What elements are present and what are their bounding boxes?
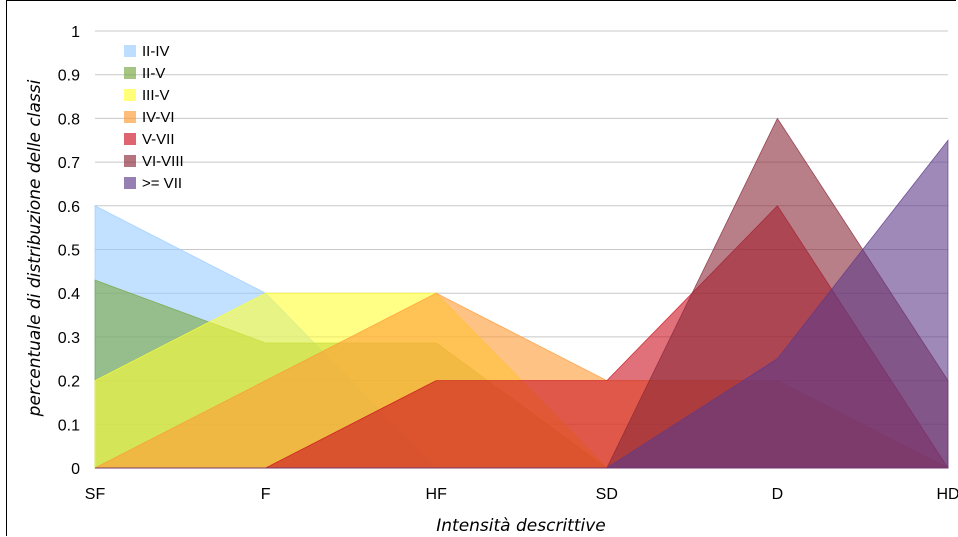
y-tick-label: 0.8 xyxy=(58,111,80,128)
y-tick-label: 0.7 xyxy=(58,155,80,172)
x-tick-label: SD xyxy=(596,486,618,503)
legend-label: VI-VIII xyxy=(142,153,184,170)
chart-frame xyxy=(6,0,956,536)
legend-label: III-V xyxy=(142,87,170,104)
y-tick-label: 0.2 xyxy=(58,374,80,391)
x-axis-title: Intensità descrittive xyxy=(436,516,606,536)
legend-label: II-IV xyxy=(142,43,170,60)
y-axis-ticks: 0 0.1 0.2 0.3 0.4 0.5 0.6 0.7 0.8 0.9 1 xyxy=(58,24,80,478)
series-areas xyxy=(94,117,949,469)
x-tick-label: HF xyxy=(426,486,448,503)
y-tick-label: 0.5 xyxy=(58,243,80,260)
y-tick-label: 0.6 xyxy=(58,199,80,216)
legend-swatch xyxy=(124,45,136,57)
y-axis-title: percentuale di distribuzione delle class… xyxy=(25,79,45,417)
y-tick-label: 0.4 xyxy=(58,286,80,303)
y-tick-label: 1 xyxy=(71,24,80,41)
legend-swatch xyxy=(124,133,136,145)
x-tick-label: D xyxy=(772,486,784,503)
series-area xyxy=(95,139,949,469)
y-tick-label: 0 xyxy=(71,461,80,478)
legend-label: IV-VI xyxy=(142,109,175,126)
y-tick-label: 0.3 xyxy=(58,330,80,347)
x-tick-label: HD xyxy=(936,486,958,503)
legend-swatch xyxy=(124,111,136,123)
legend-swatch xyxy=(124,155,136,167)
y-tick-label: 0.9 xyxy=(58,68,80,85)
legend-swatch xyxy=(124,67,136,79)
x-axis-ticks: SF F HF SD D HD xyxy=(85,486,958,503)
y-tick-label: 0.1 xyxy=(58,417,80,434)
legend-label: II-V xyxy=(142,65,165,82)
legend: II-IV II-V III-V IV-VI V-VII VI-VIII >= VII xyxy=(124,43,184,192)
legend-swatch xyxy=(124,177,136,189)
x-tick-label: F xyxy=(261,486,271,503)
legend-label: >= VII xyxy=(142,175,182,192)
legend-label: V-VII xyxy=(142,131,175,148)
x-tick-label: SF xyxy=(85,486,106,503)
legend-swatch xyxy=(124,89,136,101)
